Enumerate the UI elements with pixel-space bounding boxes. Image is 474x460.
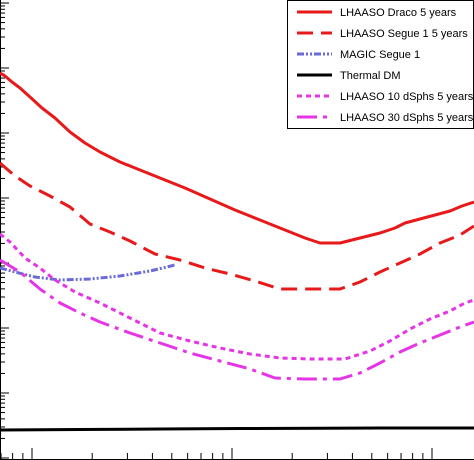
series-line-5 bbox=[0, 232, 474, 361]
legend-label: LHAASO 30 dSphs 5 years bbox=[340, 112, 474, 124]
series-line-3 bbox=[0, 263, 176, 282]
series-line-2 bbox=[0, 161, 474, 291]
legend-label: LHAASO Segue 1 5 years bbox=[340, 28, 468, 40]
legend-box bbox=[287, 0, 474, 129]
legend-label: MAGIC Segue 1 bbox=[340, 49, 420, 61]
series-layer bbox=[0, 71, 474, 432]
legend: LHAASO Draco 5 years LHAASO Segue 1 5 yea… bbox=[287, 0, 474, 129]
legend-label: LHAASO 10 dSphs 5 years bbox=[340, 91, 474, 103]
series-line-1 bbox=[0, 71, 474, 245]
series-line-6 bbox=[0, 258, 474, 381]
legend-label: LHAASO Draco 5 years bbox=[340, 7, 457, 19]
legend-label: Thermal DM bbox=[340, 70, 401, 82]
series-line-4 bbox=[0, 426, 474, 432]
